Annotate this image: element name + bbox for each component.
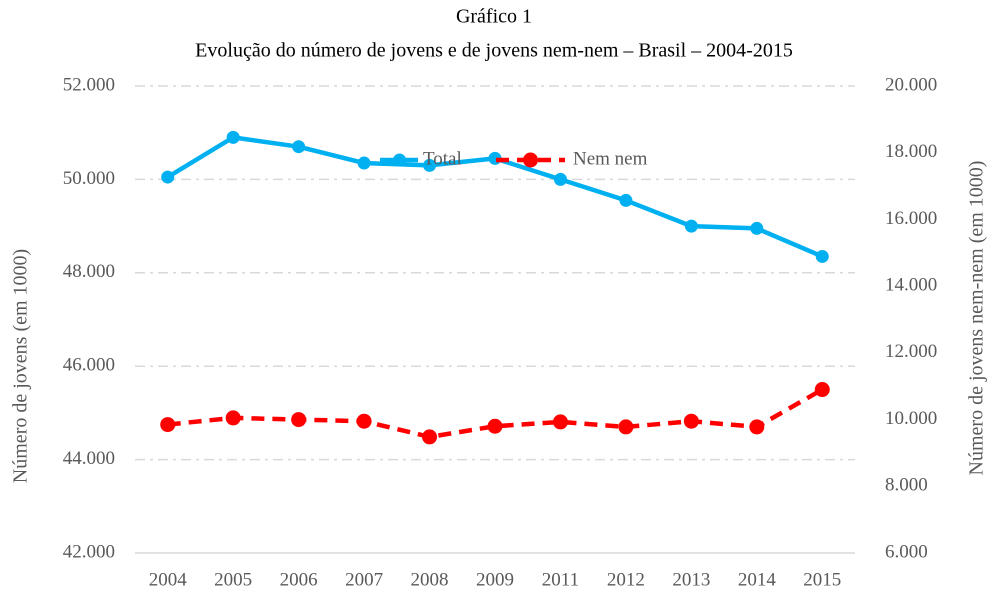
legend-marker [393, 153, 406, 167]
y-axis-title: Número de jovens (em 1000) [10, 249, 32, 483]
series-marker [226, 130, 240, 144]
y2-tick-label: 8.000 [885, 475, 928, 496]
y-tick-label: 50.000 [63, 168, 115, 189]
y-tick-label: 52.000 [63, 74, 115, 95]
series-marker [487, 418, 503, 434]
series-marker [815, 249, 829, 263]
y2-tick-label: 12.000 [885, 341, 937, 362]
series-marker [618, 419, 634, 435]
series-marker [683, 413, 699, 429]
legend-label: Nem nem [573, 148, 648, 169]
series-marker [750, 221, 764, 235]
series-marker [291, 412, 307, 428]
y-tick-label: 44.000 [63, 448, 115, 469]
series-marker [749, 419, 765, 435]
y-tick-label: 48.000 [63, 261, 115, 282]
chart-title: Gráfico 1 [456, 6, 532, 28]
x-tick-label: 2009 [476, 569, 514, 590]
series-marker [357, 156, 371, 170]
y2-tick-label: 6.000 [885, 541, 928, 562]
x-tick-label: 2008 [411, 569, 449, 590]
series-marker [225, 410, 241, 426]
series-marker [292, 140, 306, 154]
series-marker [423, 158, 437, 172]
x-tick-label: 2012 [607, 569, 645, 590]
series-marker [422, 429, 438, 445]
chart-subtitle: Evolução do número de jovens e de jovens… [195, 40, 793, 62]
x-tick-label: 2007 [345, 569, 383, 590]
y2-tick-label: 16.000 [885, 208, 937, 229]
y2-tick-label: 18.000 [885, 141, 937, 162]
series-marker [356, 413, 372, 429]
y2-tick-label: 10.000 [885, 408, 937, 429]
y2-tick-label: 20.000 [885, 74, 937, 95]
series-marker [619, 193, 633, 207]
x-tick-label: 2005 [214, 569, 252, 590]
legend-label: Total [423, 148, 462, 169]
y-tick-label: 42.000 [63, 541, 115, 562]
y2-axis-title: Número de jovens nem-nem (em 1000) [966, 161, 988, 476]
x-tick-label: 2015 [803, 569, 841, 590]
series-marker [160, 417, 176, 433]
series-marker [552, 414, 568, 430]
y-tick-label: 46.000 [63, 355, 115, 376]
x-tick-label: 2004 [149, 569, 188, 590]
series-marker [814, 382, 830, 398]
series-marker [553, 172, 567, 186]
x-tick-label: 2013 [672, 569, 710, 590]
x-tick-label: 2011 [542, 569, 579, 590]
series-marker [684, 219, 698, 233]
x-tick-label: 2006 [280, 569, 318, 590]
series-marker [161, 170, 175, 184]
y2-tick-label: 14.000 [885, 275, 937, 296]
series-line [167, 387, 824, 440]
x-tick-label: 2014 [738, 569, 777, 590]
legend-marker [523, 152, 538, 168]
